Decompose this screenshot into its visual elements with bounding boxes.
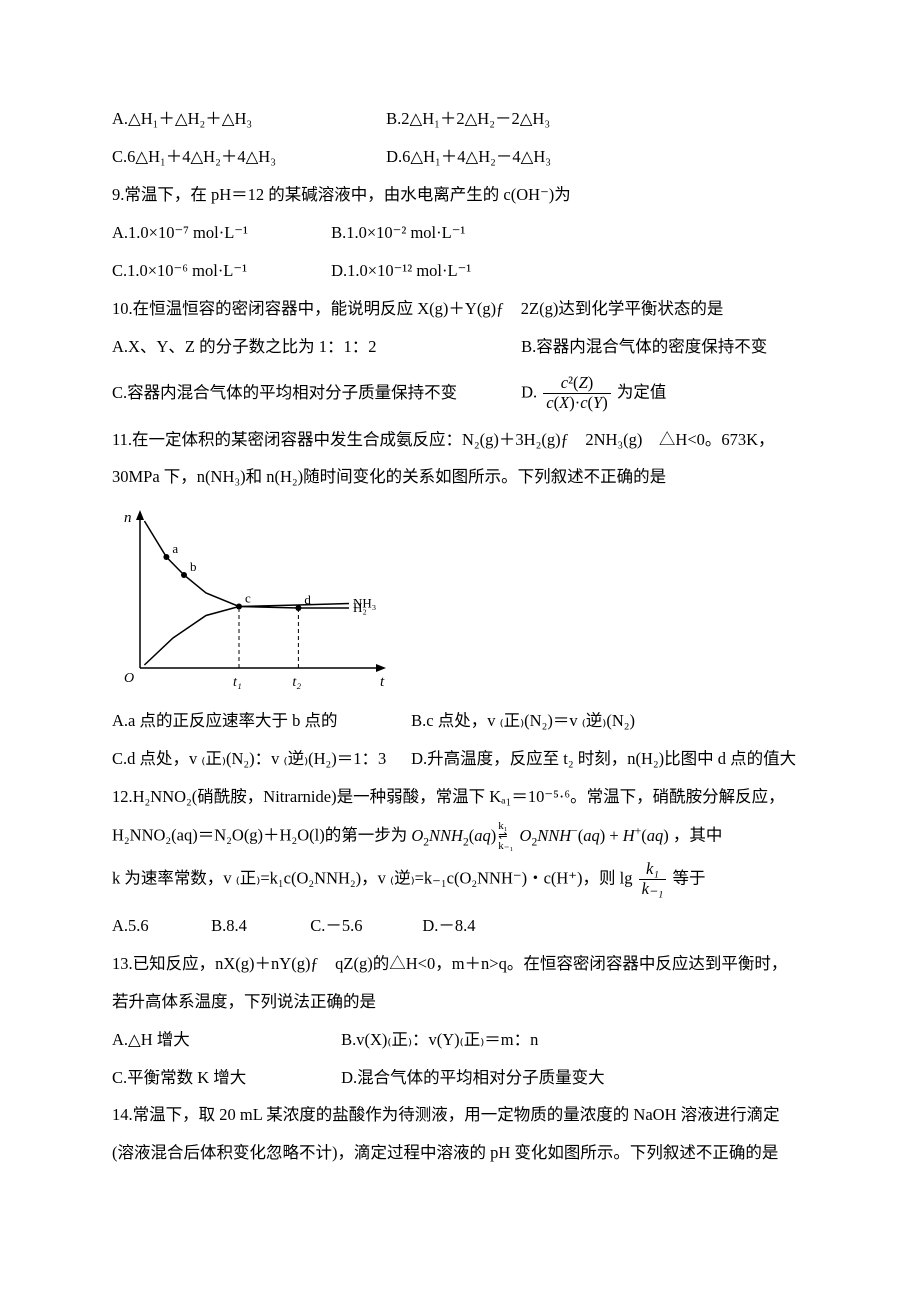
q11-opt-D: D.升高温度，反应至 t₂ 时刻，n(H₂)比图中 d 点的值大 xyxy=(411,740,796,778)
q13-opt-A: A.△H 增大 xyxy=(112,1021,337,1059)
q12-stem1: 12.H₂NNO₂(硝酰胺，Nitrarnide)是一种弱酸，常温下 Kₐ₁＝1… xyxy=(112,778,810,816)
q12-stem2-suffix: ，其中 xyxy=(673,826,723,845)
svg-text:b: b xyxy=(190,559,197,574)
q10-stem: 10.在恒温恒容的密闭容器中，能说明反应 X(g)＋Y(g)ƒ 2Z(g)达到化… xyxy=(112,290,810,328)
q9-opt-C: C.1.0×10⁻⁶ mol·L⁻¹ xyxy=(112,252,327,290)
q12-stem3-suffix: 等于 xyxy=(673,868,706,887)
svg-text:t₁: t₁ xyxy=(233,675,242,690)
q9-opt-B: B.1.0×10⁻² mol·L⁻¹ xyxy=(331,214,465,252)
q11-chart: ntOt₁t₂H₂NH₃abcd xyxy=(112,506,392,696)
q12-frac-den: k₋₁ xyxy=(639,880,667,899)
q13-opt-B: B.v(X)₍正₎：v(Y)₍正₎＝m：n xyxy=(341,1021,538,1059)
q8-opt-A: A.△H₁＋△H₂＋△H₃ xyxy=(112,100,382,138)
q8-options-row1: A.△H₁＋△H₂＋△H₃ B.2△H₁＋2△H₂－2△H₃ xyxy=(112,100,810,138)
q12-opt-D: D.－8.4 xyxy=(422,907,475,945)
q11-stem1: 11.在一定体积的某密闭容器中发生合成氨反应：N₂(g)＋3H₂(g)ƒ 2NH… xyxy=(112,421,810,459)
q13-opt-C: C.平衡常数 K 增大 xyxy=(112,1059,337,1097)
q11-opt-A: A.a 点的正反应速率大于 b 点的 xyxy=(112,702,407,740)
svg-text:n: n xyxy=(124,510,132,526)
q13-stem2: 若升高体系温度，下列说法正确的是 xyxy=(112,983,810,1021)
q12-stem2-prefix: H₂NNO₂(aq)＝N₂O(g)＋H₂O(l)的第一步为 xyxy=(112,826,411,845)
svg-text:a: a xyxy=(172,541,178,556)
q12-opt-C: C.－5.6 xyxy=(310,907,418,945)
q13-opt-D: D.混合气体的平均相对分子质量变大 xyxy=(341,1059,605,1097)
q9-options-row1: A.1.0×10⁻⁷ mol·L⁻¹ B.1.0×10⁻² mol·L⁻¹ xyxy=(112,214,810,252)
q12-stem2: H₂NNO₂(aq)＝N₂O(g)＋H₂O(l)的第一步为 O2NNH2(aq)… xyxy=(112,822,810,852)
q9-opt-D: D.1.0×10⁻¹² mol·L⁻¹ xyxy=(331,252,471,290)
q13-stem1: 13.已知反应，nX(g)＋nY(g)ƒ qZ(g)的△H<0，m＋n>q。在恒… xyxy=(112,945,810,983)
q11-opt-B: B.c 点处，v ₍正₎(N₂)＝v ₍逆₎(N₂) xyxy=(411,702,635,740)
q12-opt-B: B.8.4 xyxy=(211,907,306,945)
q10-D-suffix: 为定值 xyxy=(617,382,667,401)
q12-opt-A: A.5.6 xyxy=(112,907,207,945)
q10-opt-B: B.容器内混合气体的密度保持不变 xyxy=(521,328,767,366)
q12-frac-num: k₁ xyxy=(639,860,667,880)
svg-text:t: t xyxy=(380,674,385,690)
svg-text:c: c xyxy=(245,591,251,606)
q12-k-bot: k₋₁ xyxy=(498,840,513,852)
q8-options-row2: C.6△H₁＋4△H₂＋4△H₃ D.6△H₁＋4△H₂－4△H₃ xyxy=(112,138,810,176)
q10-row1: A.X、Y、Z 的分子数之比为 1：1：2 B.容器内混合气体的密度保持不变 xyxy=(112,328,810,366)
q14-stem2: (溶液混合后体积变化忽略不计)，滴定过程中溶液的 pH 变化如图所示。下列叙述不… xyxy=(112,1134,810,1172)
q11-stem2: 30MPa 下，n(NH₃)和 n(H₂)随时间变化的关系如图所示。下列叙述不正… xyxy=(112,458,810,496)
svg-text:t₂: t₂ xyxy=(292,675,301,690)
q8-opt-D: D.6△H₁＋4△H₂－4△H₃ xyxy=(386,138,551,176)
svg-text:NH₃: NH₃ xyxy=(353,596,376,611)
q8-opt-C: C.6△H₁＋4△H₂＋4△H₃ xyxy=(112,138,382,176)
q10-opt-D: D. c²(Z) c(X)·c(Y) 为定值 xyxy=(521,374,666,413)
q11-opt-C: C.d 点处，v ₍正₎(N₂)：v ₍逆₎(H₂)＝1：3 xyxy=(112,740,407,778)
q10-D-fraction: c²(Z) c(X)·c(Y) xyxy=(541,374,612,413)
exam-page: A.△H₁＋△H₂＋△H₃ B.2△H₁＋2△H₂－2△H₃ C.6△H₁＋4△… xyxy=(0,0,920,1232)
q9-options-row2: C.1.0×10⁻⁶ mol·L⁻¹ D.1.0×10⁻¹² mol·L⁻¹ xyxy=(112,252,810,290)
svg-text:O: O xyxy=(124,671,134,686)
q12-stem3: k 为速率常数，v ₍正₎=k₁c(O₂NNH₂)，v ₍逆₎=k₋₁c(O₂N… xyxy=(112,860,810,899)
q13-row1: A.△H 增大 B.v(X)₍正₎：v(Y)₍正₎＝m：n xyxy=(112,1021,810,1059)
q9-stem: 9.常温下，在 pH＝12 的某碱溶液中，由水电离产生的 c(OH⁻)为 xyxy=(112,176,810,214)
q11-row2: C.d 点处，v ₍正₎(N₂)：v ₍逆₎(H₂)＝1：3 D.升高温度，反应… xyxy=(112,740,810,778)
q14-stem1: 14.常温下，取 20 mL 某浓度的盐酸作为待测液，用一定物质的量浓度的 Na… xyxy=(112,1096,810,1134)
q12-options: A.5.6 B.8.4 C.－5.6 D.－8.4 xyxy=(112,907,810,945)
q13-row2: C.平衡常数 K 增大 D.混合气体的平均相对分子质量变大 xyxy=(112,1059,810,1097)
q10-row2: C.容器内混合气体的平均相对分子质量保持不变 D. c²(Z) c(X)·c(Y… xyxy=(112,374,810,413)
q12-stem3-prefix: k 为速率常数，v ₍正₎=k₁c(O₂NNH₂)，v ₍逆₎=k₋₁c(O₂N… xyxy=(112,868,637,887)
svg-text:d: d xyxy=(304,592,311,607)
q9-opt-A: A.1.0×10⁻⁷ mol·L⁻¹ xyxy=(112,214,327,252)
q12-stem3-fraction: k₁ k₋₁ xyxy=(637,860,669,899)
q10-D-prefix: D. xyxy=(521,382,537,401)
q8-opt-B: B.2△H₁＋2△H₂－2△H₃ xyxy=(386,100,550,138)
q10-opt-A: A.X、Y、Z 的分子数之比为 1：1：2 xyxy=(112,328,517,366)
q11-row1: A.a 点的正反应速率大于 b 点的 B.c 点处，v ₍正₎(N₂)＝v ₍逆… xyxy=(112,702,810,740)
q10-opt-C: C.容器内混合气体的平均相对分子质量保持不变 xyxy=(112,384,517,402)
q12-equation: O2NNH2(aq)k₁⇌k₋₁ O2NNH−(aq) + H+(aq) xyxy=(411,826,672,845)
